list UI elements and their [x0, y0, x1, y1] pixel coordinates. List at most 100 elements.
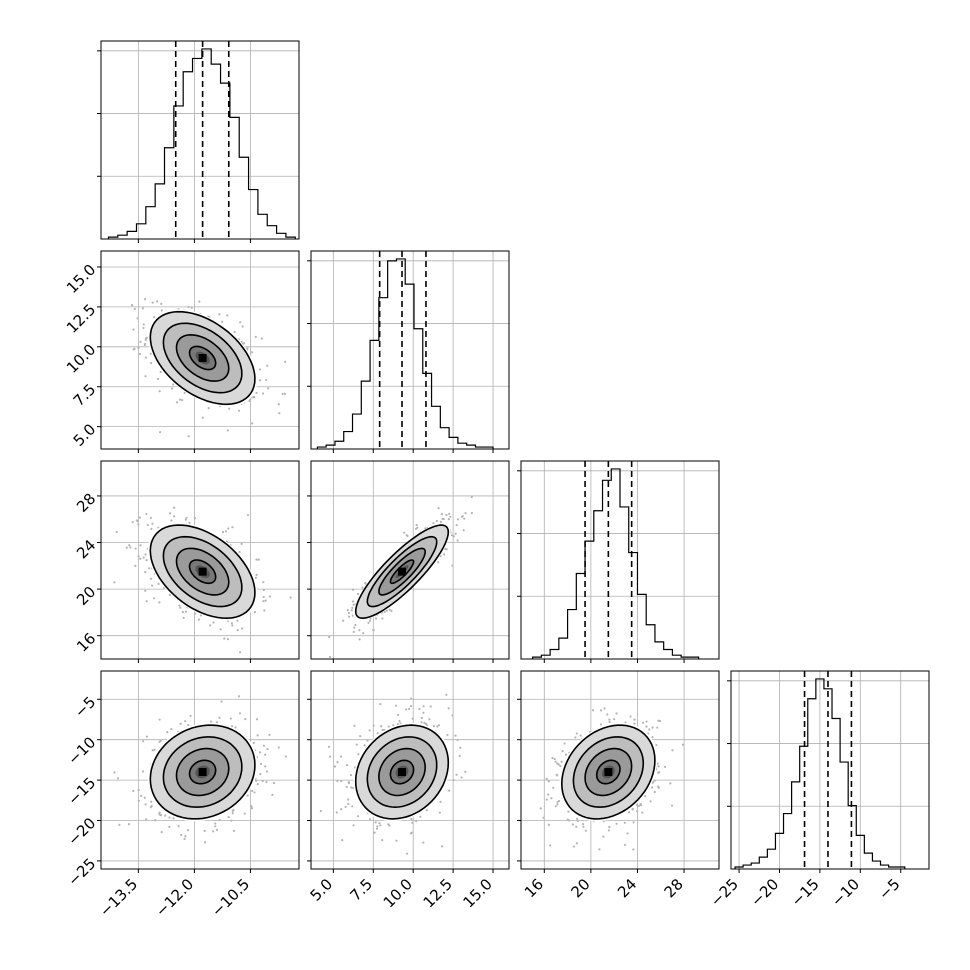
scatter-point	[180, 398, 184, 402]
scatter-point	[347, 781, 351, 785]
scatter-point	[214, 825, 217, 828]
scatter-point	[633, 722, 636, 725]
scatter-point	[345, 763, 349, 767]
scatter-point	[236, 619, 239, 622]
scatter-point	[358, 629, 361, 632]
scatter-point	[229, 717, 232, 720]
scatter-point	[608, 825, 611, 829]
scatter-point	[390, 609, 393, 613]
x-tick-label: −13.5	[96, 875, 141, 920]
scatter-point	[437, 507, 440, 510]
scatter-point	[372, 628, 375, 632]
panel-content	[521, 671, 719, 869]
scatter-point	[233, 330, 236, 334]
scatter-point	[606, 713, 609, 716]
scatter-point	[137, 788, 140, 792]
scatter-point	[564, 753, 568, 756]
scatter-point	[396, 713, 400, 717]
scatter-point	[153, 597, 156, 600]
x-tick-label: 5.0	[307, 875, 337, 905]
scatter-point	[373, 831, 376, 834]
scatter-point	[395, 839, 398, 842]
scatter-point	[381, 728, 384, 732]
scatter-point	[145, 559, 148, 562]
scatter-point	[368, 619, 371, 622]
scatter-point	[663, 765, 667, 768]
scatter-point	[257, 558, 260, 561]
scatter-point	[132, 789, 135, 793]
scatter-point	[450, 534, 454, 537]
scatter-point	[354, 623, 357, 627]
scatter-point	[631, 807, 634, 810]
scatter-point	[582, 823, 585, 826]
contour-line	[354, 724, 450, 820]
scatter-point	[375, 827, 379, 830]
scatter-panel	[307, 460, 510, 663]
scatter-point	[346, 609, 349, 612]
scatter-point	[231, 526, 234, 529]
scatter-point	[439, 800, 442, 803]
scatter-point	[258, 368, 262, 371]
scatter-point	[159, 370, 162, 373]
scatter-point	[231, 624, 234, 627]
scatter-point	[170, 519, 173, 522]
scatter-point	[591, 709, 595, 712]
contour-line	[560, 724, 656, 820]
scatter-point	[333, 765, 337, 768]
scatter-point	[138, 516, 141, 519]
scatter-point	[180, 833, 183, 837]
y-tick-label: −20	[64, 814, 99, 849]
scatter-point	[203, 829, 206, 832]
scatter-point	[160, 302, 163, 305]
scatter-point	[462, 529, 465, 532]
scatter-point	[144, 803, 147, 806]
scatter-point	[254, 576, 258, 579]
panel-frame	[310, 460, 510, 660]
scatter-point	[436, 561, 440, 564]
scatter-panel	[517, 670, 720, 873]
scatter-point	[210, 720, 213, 723]
scatter-point	[411, 821, 414, 824]
scatter-point	[339, 755, 343, 758]
scatter-point	[651, 736, 654, 739]
y-tick-label: 12.5	[63, 301, 99, 337]
x-tick-label: 12.5	[420, 875, 456, 911]
scatter-point	[190, 306, 193, 309]
y-tick-label: 7.5	[70, 380, 100, 410]
scatter-point	[158, 430, 162, 434]
scatter-point	[255, 573, 258, 576]
scatter-point	[626, 832, 629, 835]
scatter-point	[409, 697, 413, 700]
density-peak	[398, 567, 407, 576]
scatter-point	[575, 842, 579, 845]
scatter-point	[159, 813, 162, 816]
scatter-point	[571, 823, 574, 826]
scatter-point	[445, 693, 448, 696]
scatter-point	[134, 547, 137, 550]
scatter-point	[203, 841, 207, 844]
scatter-point	[563, 742, 566, 745]
scatter-point	[327, 745, 331, 748]
scatter-point	[463, 517, 466, 520]
scatter-point	[383, 610, 386, 613]
scatter-point	[264, 599, 267, 602]
scatter-point	[169, 512, 172, 515]
scatter-point	[197, 618, 201, 621]
contour-line	[354, 524, 450, 620]
scatter-point	[209, 624, 212, 627]
scatter-point	[256, 734, 259, 737]
scatter-point	[261, 779, 264, 783]
scatter-point	[184, 835, 187, 838]
scatter-point	[347, 611, 350, 615]
contour-line	[366, 535, 438, 608]
scatter-point	[582, 825, 585, 828]
scatter-point	[231, 812, 234, 815]
scatter-point	[224, 530, 228, 533]
scatter-point	[144, 589, 147, 592]
scatter-point	[456, 539, 459, 542]
scatter-point	[409, 705, 413, 708]
scatter-point	[349, 773, 353, 777]
scatter-point	[232, 808, 235, 811]
scatter-point	[151, 749, 154, 752]
scatter-point	[141, 307, 144, 310]
